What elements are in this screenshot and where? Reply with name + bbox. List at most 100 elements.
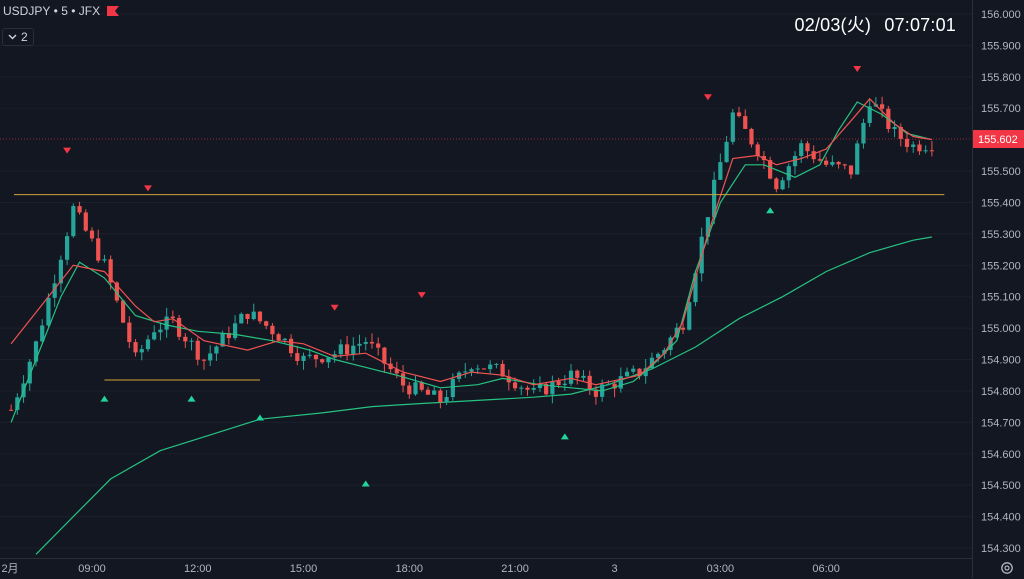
symbol-name[interactable]: USDJPY	[3, 4, 51, 18]
indicator-toggle[interactable]: 2	[2, 28, 34, 46]
candle-body	[693, 273, 698, 303]
candle-body	[139, 349, 144, 353]
candle-body	[774, 178, 779, 190]
time-tick-label: 03:00	[707, 563, 735, 575]
mid-ma-line	[10, 101, 933, 423]
chevron-down-icon	[8, 34, 17, 40]
candle-body	[867, 106, 872, 123]
price-tick-label: 154.700	[981, 417, 1021, 429]
candle-body	[444, 397, 449, 403]
candle-body	[537, 383, 543, 389]
price-axis[interactable]	[972, 0, 1024, 578]
candle-body	[307, 354, 312, 356]
candle-body	[27, 361, 32, 384]
candle-body	[687, 302, 692, 330]
candle-body	[270, 325, 275, 335]
candle-body	[637, 368, 642, 377]
candle-body	[357, 343, 362, 346]
candle-body	[525, 387, 530, 390]
candle-body	[189, 340, 194, 342]
candle-body	[575, 370, 580, 378]
price-tick-label: 154.600	[981, 449, 1021, 461]
candle-body	[313, 354, 319, 360]
candle-body	[544, 383, 549, 395]
pivot-low-marker	[100, 395, 109, 402]
long-ma-line	[35, 236, 933, 555]
candle-body	[743, 116, 748, 129]
candle-body	[817, 159, 823, 161]
time-tick-label: 2月	[1, 563, 18, 575]
candle-body	[432, 390, 437, 395]
candle-body	[556, 381, 561, 386]
candle-body	[158, 329, 163, 333]
price-tick-label: 155.200	[981, 260, 1021, 272]
candle-body	[33, 341, 39, 362]
candle-body	[923, 150, 928, 152]
long-moving-average	[35, 236, 933, 555]
candle-body	[413, 382, 418, 395]
candle-body	[46, 297, 51, 326]
candle-body	[96, 238, 101, 261]
candle-body	[89, 230, 95, 239]
candle-body	[848, 165, 854, 175]
pivot-low-marker	[255, 414, 264, 421]
candle-body	[40, 325, 45, 342]
candle-body	[425, 389, 431, 395]
candle-body	[257, 311, 263, 322]
price-tick-label: 155.500	[981, 166, 1021, 178]
time-tick-label: 09:00	[78, 563, 106, 575]
candle-body	[481, 368, 487, 370]
time-axis[interactable]	[0, 558, 972, 579]
pivot-markers	[63, 65, 862, 487]
short-moving-average	[10, 97, 932, 386]
pivot-low-marker	[187, 395, 196, 402]
interval-label[interactable]: 5	[61, 4, 68, 18]
candle-body	[550, 381, 555, 395]
candle-body	[301, 355, 306, 361]
price-tick-label: 154.800	[981, 386, 1021, 398]
time-tick-label: 21:00	[501, 563, 529, 575]
candle-body	[152, 332, 157, 340]
separator-dot: •	[50, 4, 62, 18]
candle-body	[836, 161, 841, 165]
candle-body	[282, 338, 287, 341]
candle-body	[170, 316, 175, 318]
candle-body	[108, 259, 113, 283]
current-price-label: 155.602	[978, 134, 1018, 146]
candle-body	[736, 112, 742, 117]
symbol-header[interactable]: USDJPY • 5 • JFX	[3, 4, 120, 18]
clock-date: 02/03(火)	[794, 15, 872, 35]
candle-body	[201, 359, 207, 361]
candle-body	[65, 236, 70, 260]
candle-body	[251, 311, 256, 319]
candle-body	[214, 346, 219, 354]
price-tick-label: 156.000	[981, 9, 1021, 21]
pivot-low-marker	[361, 480, 370, 487]
mid-moving-average	[10, 101, 933, 423]
clock-display: 02/03(火) 07:07:01	[794, 11, 956, 37]
candle-body	[326, 357, 331, 363]
candle-body	[606, 383, 611, 385]
candle-body	[419, 382, 424, 390]
separator-dot: •	[67, 4, 79, 18]
candle-body	[649, 357, 655, 369]
short-ma-line	[10, 97, 932, 386]
candle-body	[631, 368, 636, 372]
candle-body	[450, 378, 455, 398]
candle-body	[904, 138, 910, 147]
gear-icon[interactable]	[999, 560, 1015, 576]
candle-body	[855, 143, 860, 175]
flag-icon[interactable]	[107, 6, 120, 16]
price-tick-label: 155.000	[981, 323, 1021, 335]
candle-body	[880, 104, 885, 109]
pivot-high-marker	[417, 292, 426, 299]
indicator-count: 2	[21, 30, 28, 44]
candle-body	[562, 383, 567, 386]
clock-time: 07:07:01	[884, 15, 956, 35]
candle-body	[344, 344, 350, 355]
candle-body	[512, 382, 518, 389]
candle-body	[488, 364, 493, 370]
price-tick-label: 155.900	[981, 40, 1021, 52]
candle-body	[705, 217, 711, 237]
